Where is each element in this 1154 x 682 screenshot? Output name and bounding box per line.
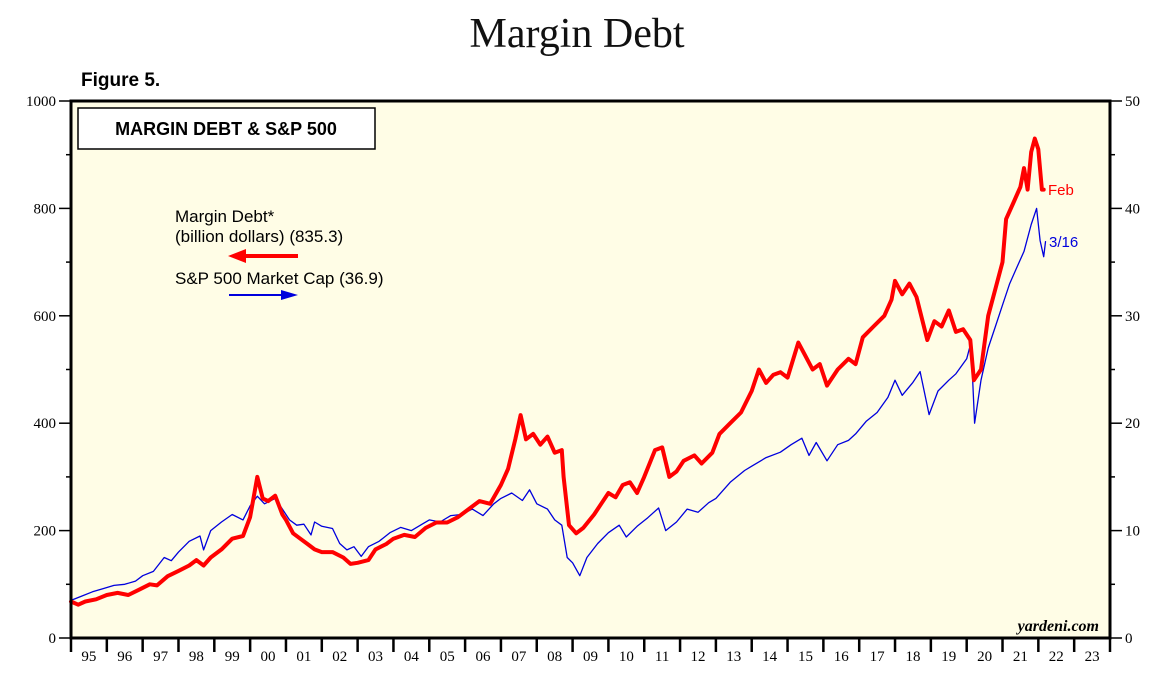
right-axis-tick-label: 50: [1125, 94, 1140, 110]
x-axis-tick-label: 09: [583, 649, 598, 665]
x-axis-tick-label: 23: [1085, 649, 1100, 665]
plot-background: [71, 101, 1110, 638]
left-axis-tick-label: 0: [49, 631, 57, 647]
right-axis-tick-label: 10: [1125, 524, 1140, 540]
x-axis-tick-label: 14: [762, 649, 778, 665]
chart-title-box: MARGIN DEBT & S&P 500: [77, 107, 376, 150]
legend-sp500-arrow: [229, 290, 298, 300]
x-axis-tick-label: 19: [941, 649, 956, 665]
legend-margin-debt-arrow: [228, 249, 298, 263]
x-axis-tick-label: 03: [368, 649, 383, 665]
x-axis-tick-label: 18: [905, 649, 920, 665]
page-title: Margin Debt: [469, 11, 685, 57]
right-axis-tick-label: 40: [1125, 201, 1140, 217]
margin-debt-line: [69, 136, 1046, 607]
left-axis-tick-label: 600: [34, 309, 57, 325]
sp500-market-cap-line: [70, 207, 1047, 602]
x-axis-tick-label: 08: [547, 649, 562, 665]
x-axis-tick-label: 17: [870, 649, 886, 665]
x-axis-tick-label: 06: [476, 649, 492, 665]
x-axis-tick-label: 22: [1049, 649, 1064, 665]
left-axis-tick-label: 400: [34, 416, 57, 432]
x-axis-tick-label: 00: [261, 649, 276, 665]
watermark: yardeni.com: [1016, 618, 1099, 635]
x-axis-tick-label: 05: [440, 649, 455, 665]
legend: Margin Debt* (billion dollars) (835.3) S…: [175, 207, 384, 300]
x-axis-tick-label: 97: [153, 649, 169, 665]
x-axis-tick-label: 04: [404, 649, 420, 665]
x-axis-tick-label: 15: [798, 649, 813, 665]
x-axis-tick-label: 96: [117, 649, 133, 665]
x-axis-tick-label: 98: [189, 649, 204, 665]
x-axis-tick-label: 07: [511, 649, 527, 665]
x-axis-tick-label: 21: [1013, 649, 1028, 665]
figure-label: Figure 5.: [81, 70, 161, 91]
margin-debt-end-label: Feb: [1048, 182, 1074, 199]
right-axis-tick-label: 20: [1125, 416, 1140, 432]
right-axis-tick-label: 30: [1125, 309, 1140, 325]
x-axis-tick-label: 95: [81, 649, 96, 665]
x-axis-tick-label: 02: [332, 649, 347, 665]
legend-sp500: S&P 500 Market Cap (36.9): [175, 269, 384, 288]
chart-title: MARGIN DEBT & S&P 500: [115, 119, 337, 139]
x-axis-tick-label: 13: [726, 649, 741, 665]
left-axis-tick-label: 200: [34, 524, 57, 540]
x-axis-tick-label: 20: [977, 649, 992, 665]
x-axis-tick-label: 99: [225, 649, 240, 665]
left-axis-tick-label: 1000: [26, 94, 56, 110]
series-layer: [69, 136, 1047, 607]
x-axis-tick-label: 11: [655, 649, 669, 665]
sp500-end-label: 3/16: [1049, 234, 1078, 251]
right-axis-tick-label: 0: [1125, 631, 1133, 647]
x-axis-tick-label: 12: [690, 649, 705, 665]
legend-margin-debt-line1: Margin Debt*: [175, 207, 275, 226]
x-axis-tick-label: 10: [619, 649, 634, 665]
legend-margin-debt-line2: (billion dollars) (835.3): [175, 227, 343, 246]
x-axis-tick-label: 01: [296, 649, 311, 665]
left-axis-tick-label: 800: [34, 201, 57, 217]
x-axis-tick-label: 16: [834, 649, 850, 665]
